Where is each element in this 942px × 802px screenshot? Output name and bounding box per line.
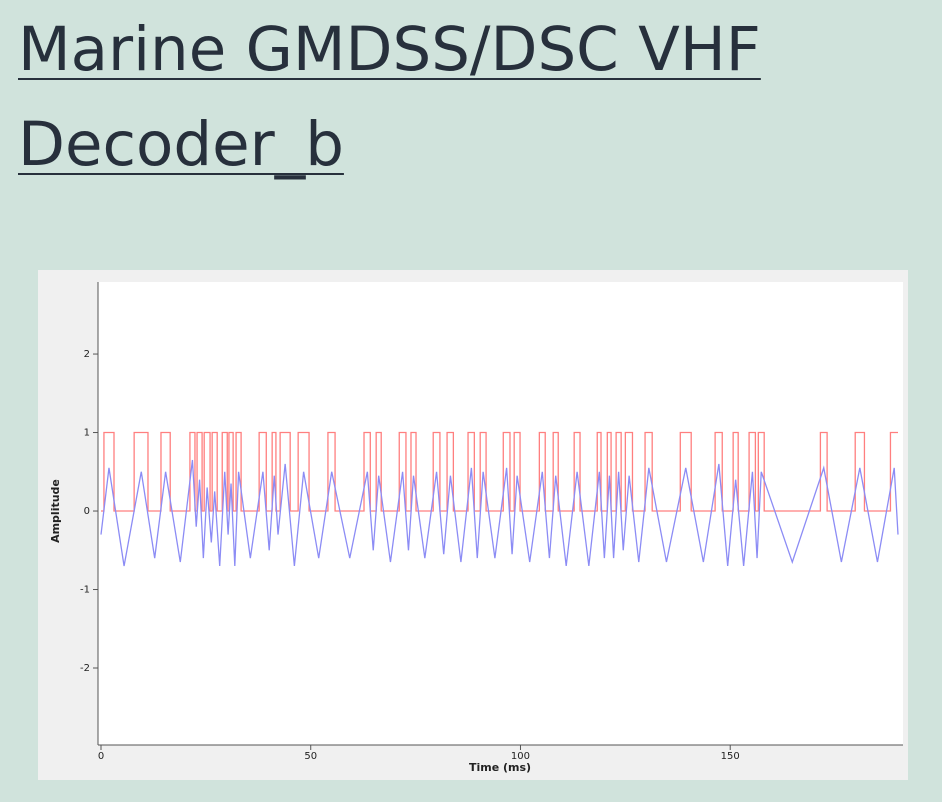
y-tick-label: 1 (84, 428, 90, 439)
y-tick-label: -2 (80, 663, 90, 674)
page-heading: Marine GMDSS/DSC VHF Decoder_b (18, 2, 918, 192)
heading-link[interactable]: Marine GMDSS/DSC VHF Decoder_b (18, 14, 761, 180)
y-axis-label: Amplitude (49, 479, 62, 543)
x-tick-label: 150 (721, 751, 740, 762)
x-axis-label: Time (ms) (469, 761, 531, 774)
x-tick-label: 50 (304, 751, 317, 762)
y-tick-label: 2 (84, 349, 90, 360)
y-tick-label: 0 (84, 506, 90, 517)
y-tick-label: -1 (80, 585, 90, 596)
series-line (100, 459, 899, 567)
x-tick-label: 100 (511, 751, 530, 762)
x-tick-label: 0 (98, 751, 104, 762)
